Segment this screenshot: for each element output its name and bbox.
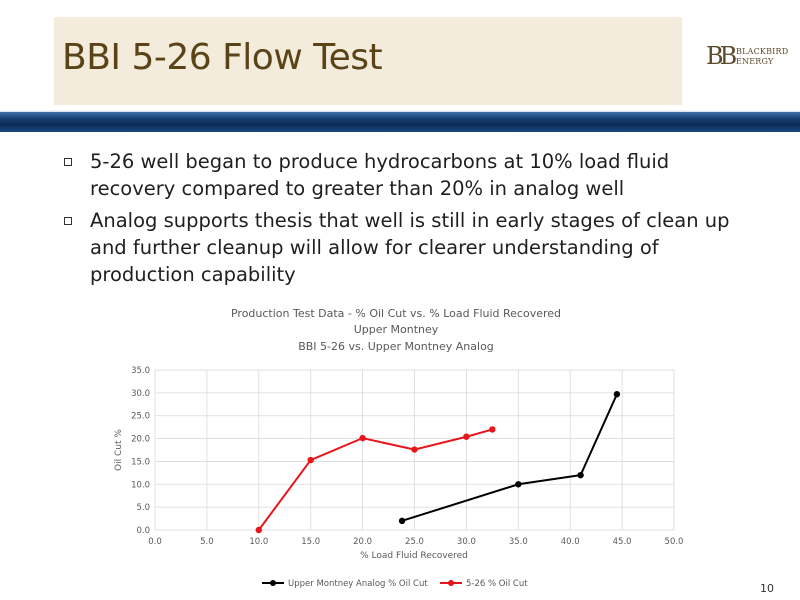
y-tick-label: 5.0	[136, 503, 150, 513]
x-tick-label: 40.0	[561, 537, 580, 547]
page-number: 10	[760, 582, 774, 595]
x-tick-label: 0.0	[148, 537, 162, 547]
chart-legend: Upper Montney Analog % Oil Cut 5-26 % Oil…	[262, 579, 528, 589]
bullet-item: 5-26 well began to produce hydrocarbons …	[60, 148, 760, 202]
chart-grid	[154, 369, 675, 531]
legend-entry-label: Upper Montney Analog % Oil Cut	[288, 579, 428, 589]
series-line-0	[401, 393, 618, 522]
header-band	[0, 112, 800, 132]
x-tick-label: 15.0	[301, 537, 320, 547]
data-point	[613, 391, 621, 398]
chart-title-line-1: Production Test Data - % Oil Cut vs. % L…	[231, 307, 561, 320]
company-logo: BB BLACKBIRD ENERGY	[706, 42, 788, 74]
series-line-1	[257, 428, 493, 531]
slide-title: BBI 5-26 Flow Test	[62, 37, 383, 78]
x-axis-label: % Load Fluid Recovered	[360, 551, 468, 561]
y-tick-label: 35.0	[131, 366, 150, 376]
bullet-list: 5-26 well began to produce hydrocarbons …	[60, 148, 760, 293]
data-point	[411, 446, 418, 453]
y-tick-label: 15.0	[131, 457, 150, 467]
x-tick-label: 25.0	[405, 537, 424, 547]
legend-entry-label: 5-26 % Oil Cut	[466, 579, 528, 589]
title-banner: BBI 5-26 Flow Test	[54, 17, 682, 105]
data-point	[359, 434, 366, 442]
chart-ticks: 0.0 5.0 10.0 15.0 20.0 25.0 30.0 35.0 40.0 45.0 50…	[131, 366, 683, 547]
y-tick-label: 0.0	[136, 526, 150, 536]
square-bullet-icon	[64, 158, 72, 166]
data-point	[255, 526, 262, 534]
logo-line-1: BLACKBIRD	[736, 47, 789, 56]
x-tick-label: 50.0	[665, 537, 684, 547]
y-tick-label: 20.0	[131, 435, 150, 445]
x-tick-label: 20.0	[353, 537, 372, 547]
logo-mark: BB	[706, 42, 737, 70]
logo-line-2: ENERGY	[736, 57, 774, 66]
chart-title-line-2: Upper Montney	[354, 323, 439, 336]
x-tick-label: 30.0	[457, 537, 476, 547]
data-point	[577, 471, 584, 479]
chart-series	[255, 391, 621, 534]
legend-swatch-marker	[448, 580, 454, 586]
bullet-text: Analog supports thesis that well is stil…	[90, 209, 730, 286]
data-point	[307, 456, 314, 464]
square-bullet-icon	[64, 217, 72, 225]
logo-text: BLACKBIRD ENERGY	[736, 47, 788, 67]
data-point	[489, 426, 496, 433]
data-point	[515, 481, 522, 488]
y-tick-label: 30.0	[131, 389, 150, 399]
x-tick-label: 5.0	[200, 537, 214, 547]
y-tick-label: 25.0	[131, 412, 150, 422]
data-point	[398, 517, 406, 525]
y-tick-label: 10.0	[131, 480, 150, 490]
chart-title-line-3: BBI 5-26 vs. Upper Montney Analog	[298, 340, 494, 353]
x-tick-label: 45.0	[613, 537, 632, 547]
legend-swatch-marker	[270, 580, 276, 586]
bullet-text: 5-26 well began to produce hydrocarbons …	[90, 150, 670, 200]
bullet-item: Analog supports thesis that well is stil…	[60, 207, 760, 288]
x-tick-label: 35.0	[509, 537, 528, 547]
x-tick-label: 10.0	[249, 537, 268, 547]
y-axis-label: Oil Cut %	[114, 429, 124, 471]
data-point	[463, 433, 470, 440]
